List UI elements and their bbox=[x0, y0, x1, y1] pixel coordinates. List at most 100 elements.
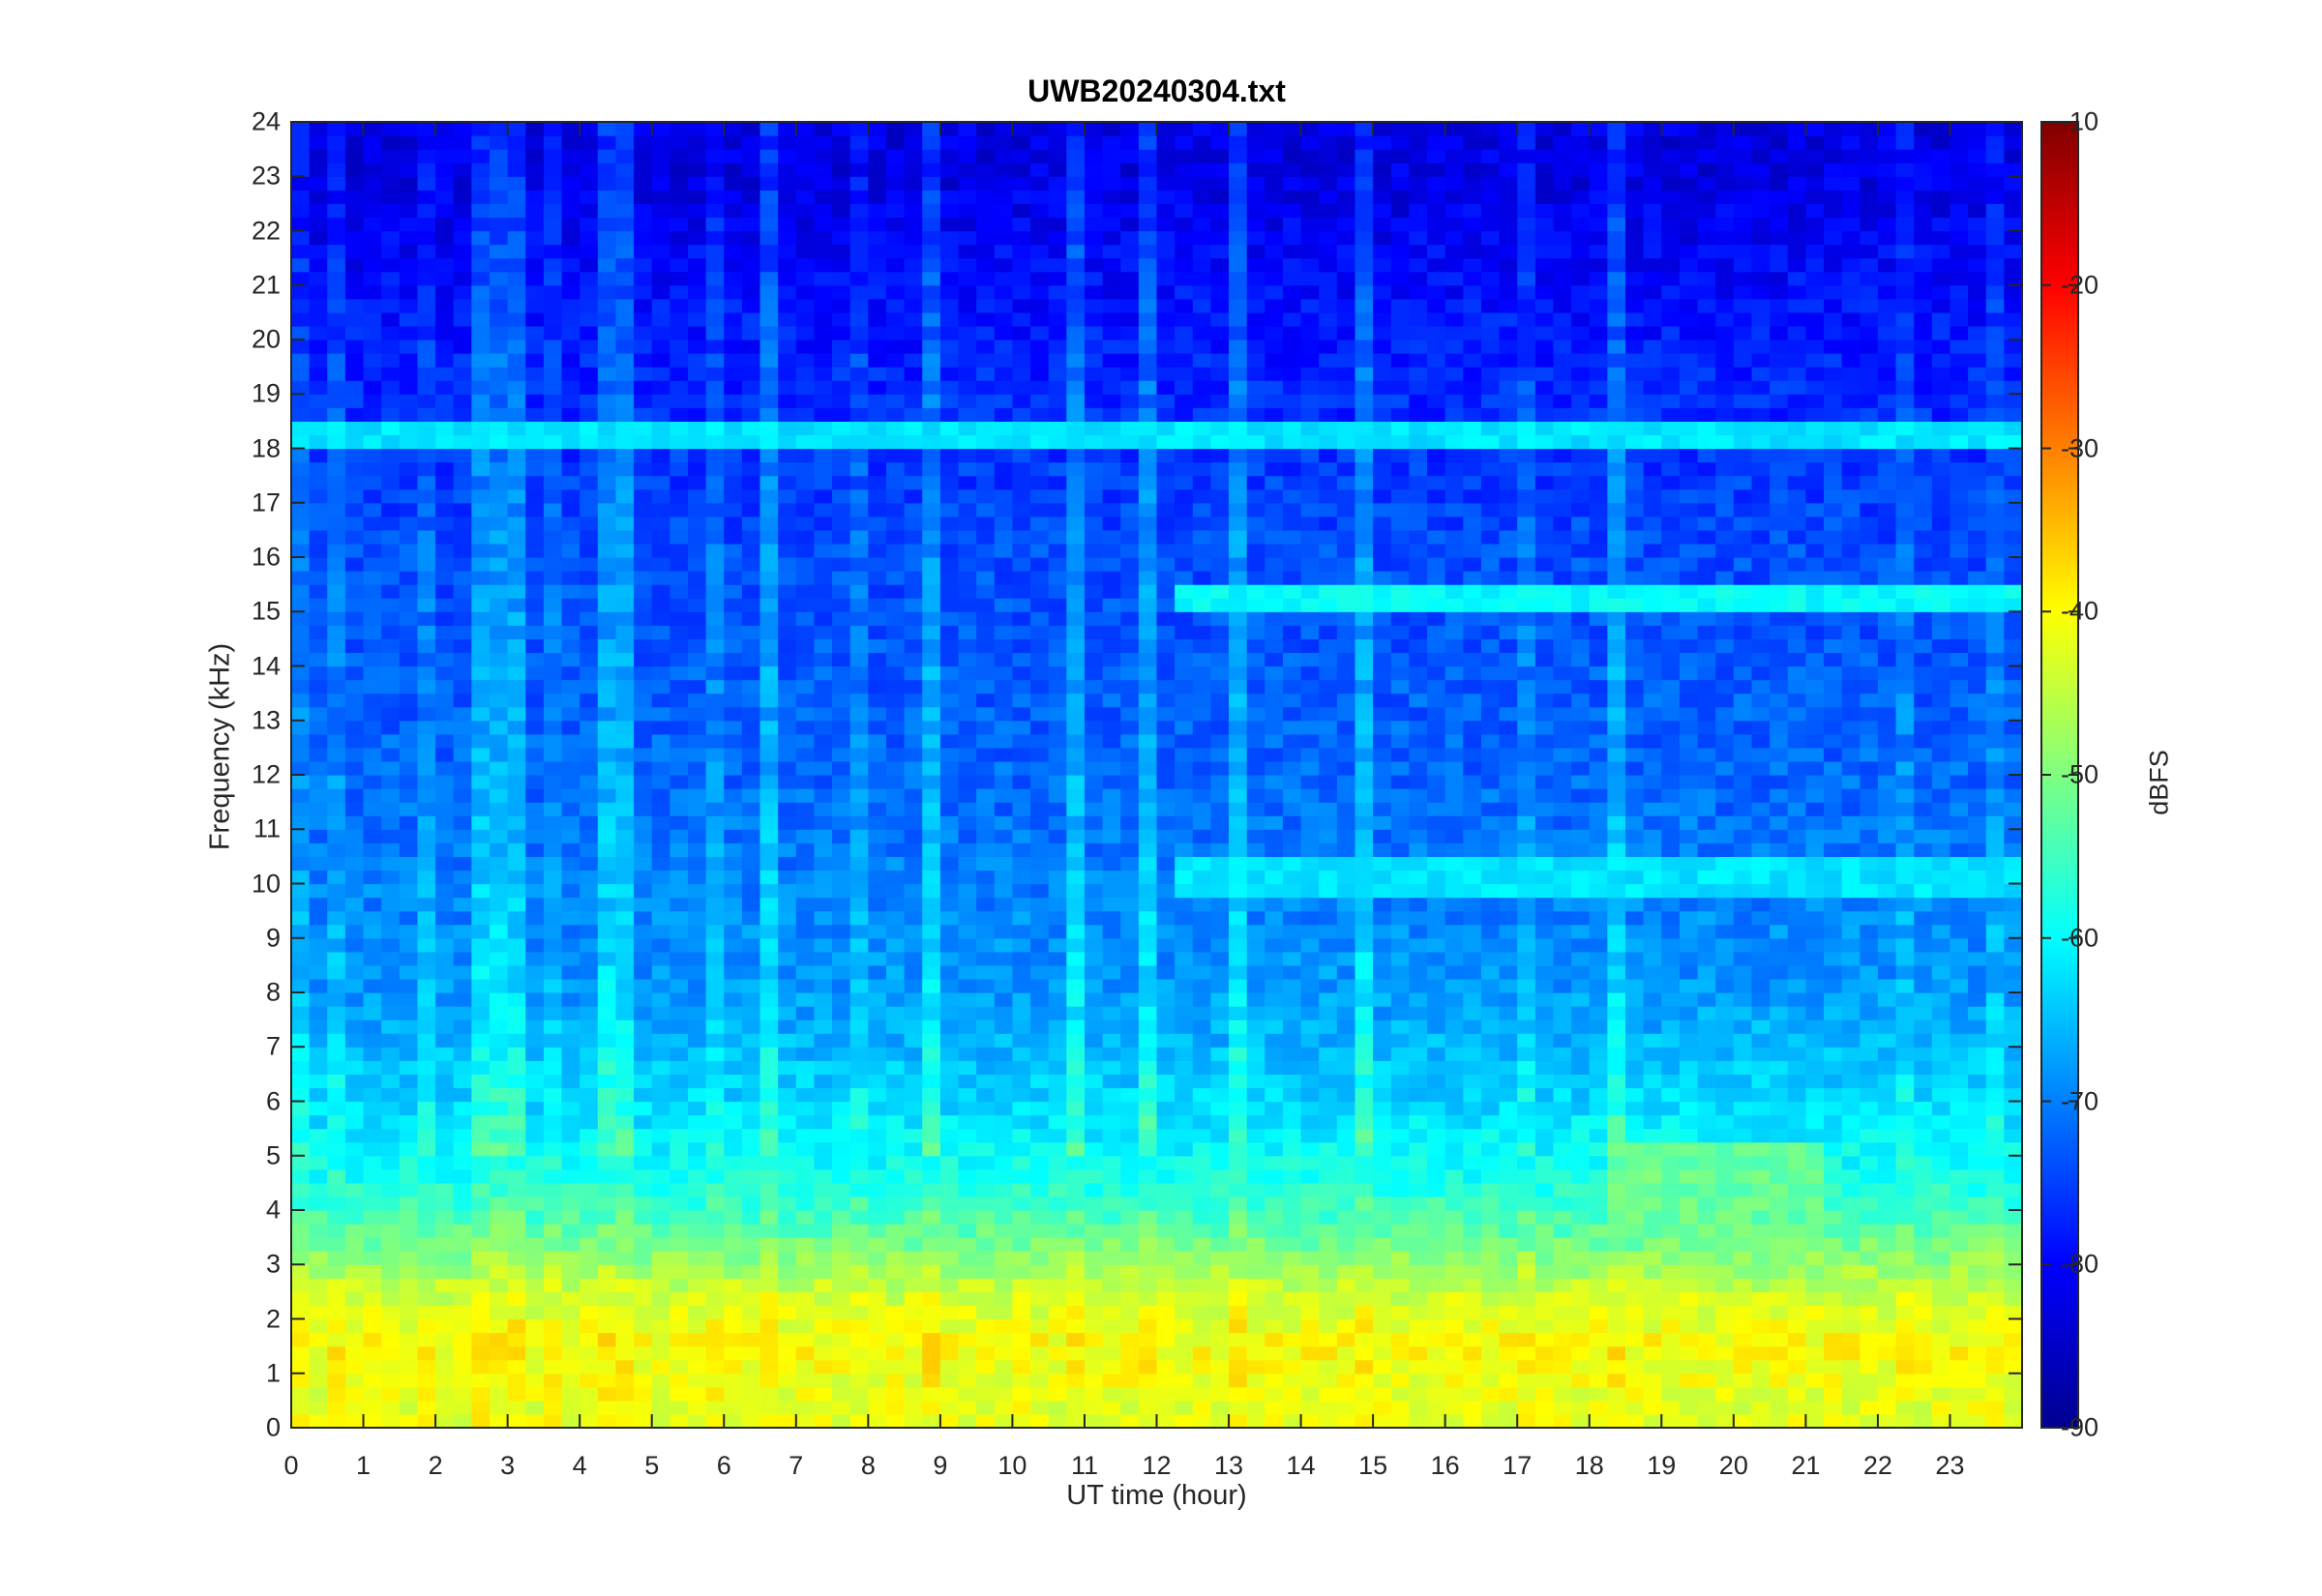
heatmap-cell bbox=[651, 1332, 670, 1347]
heatmap-cell bbox=[885, 475, 906, 490]
heatmap-cell bbox=[363, 1141, 382, 1157]
heatmap-cell bbox=[327, 271, 346, 286]
heatmap-cell bbox=[1048, 257, 1067, 273]
heatmap-cell bbox=[1210, 1033, 1230, 1048]
heatmap-cell bbox=[543, 571, 563, 585]
heatmap-cell bbox=[471, 856, 491, 872]
heatmap-cell bbox=[1192, 1251, 1212, 1265]
heatmap-cell bbox=[309, 230, 328, 246]
heatmap-cell bbox=[1048, 1251, 1067, 1265]
heatmap-cell bbox=[868, 1060, 887, 1075]
heatmap-cell bbox=[1156, 367, 1176, 381]
heatmap-cell bbox=[759, 448, 779, 463]
heatmap-cell bbox=[615, 883, 635, 899]
heatmap-cell bbox=[363, 1182, 382, 1197]
heatmap-cell bbox=[561, 733, 580, 749]
heatmap-cell bbox=[1175, 1224, 1194, 1238]
heatmap-cell bbox=[1030, 122, 1050, 136]
heatmap-cell bbox=[327, 340, 346, 354]
heatmap-cell bbox=[1138, 842, 1158, 857]
heatmap-cell bbox=[1192, 1168, 1212, 1184]
heatmap-cell bbox=[1210, 257, 1230, 273]
heatmap-cell bbox=[1084, 1182, 1104, 1197]
heatmap-cell bbox=[1138, 910, 1158, 926]
heatmap-cell bbox=[1138, 760, 1158, 776]
heatmap-cell bbox=[922, 842, 941, 857]
heatmap-cell bbox=[868, 529, 887, 545]
heatmap-cell bbox=[1120, 325, 1140, 340]
heatmap-cell bbox=[489, 1237, 509, 1252]
heatmap-cell bbox=[778, 1168, 797, 1184]
heatmap-cell bbox=[976, 802, 996, 816]
heatmap-cell bbox=[597, 448, 617, 463]
heatmap-cell bbox=[291, 679, 311, 695]
heatmap-cell bbox=[1030, 951, 1050, 966]
heatmap-cell bbox=[344, 190, 365, 204]
heatmap-cell bbox=[724, 693, 743, 708]
heatmap-cell bbox=[1102, 1413, 1121, 1429]
heatmap-cell bbox=[778, 475, 797, 490]
heatmap-cell bbox=[922, 557, 941, 572]
heatmap-cell bbox=[489, 1332, 509, 1347]
heatmap-cell bbox=[363, 311, 382, 327]
heatmap-cell bbox=[1030, 625, 1050, 639]
heatmap-cell bbox=[724, 1237, 743, 1252]
heatmap-cell bbox=[435, 571, 455, 585]
heatmap-cell bbox=[525, 1168, 545, 1184]
heatmap-cell bbox=[1175, 421, 1194, 436]
heatmap-cell bbox=[615, 1060, 635, 1075]
heatmap-cell bbox=[597, 1074, 617, 1089]
heatmap-cell bbox=[976, 380, 996, 395]
heatmap-cell bbox=[885, 271, 906, 286]
heatmap-cell bbox=[778, 1264, 797, 1279]
heatmap-cell bbox=[670, 1168, 689, 1184]
heatmap-cell bbox=[1120, 244, 1140, 259]
heatmap-cell bbox=[958, 1087, 977, 1103]
heatmap-cell bbox=[1120, 1033, 1140, 1048]
heatmap-cell bbox=[471, 733, 491, 749]
heatmap-cell bbox=[1192, 856, 1212, 872]
heatmap-cell bbox=[958, 652, 977, 667]
heatmap-cell bbox=[291, 760, 311, 776]
heatmap-cell bbox=[399, 1101, 419, 1116]
heatmap-cell bbox=[1102, 760, 1121, 776]
heatmap-cell bbox=[1156, 380, 1176, 395]
heatmap-cell bbox=[471, 802, 491, 816]
heatmap-cell bbox=[1030, 910, 1050, 926]
heatmap-cell bbox=[435, 1141, 455, 1157]
heatmap-cell bbox=[1030, 706, 1050, 722]
heatmap-cell bbox=[651, 298, 670, 313]
heatmap-cell bbox=[1156, 815, 1176, 830]
heatmap-cell bbox=[399, 543, 419, 558]
heatmap-cell bbox=[994, 964, 1014, 980]
heatmap-cell bbox=[471, 693, 491, 708]
heatmap-cell bbox=[381, 1128, 401, 1143]
heatmap-cell bbox=[958, 897, 977, 912]
heatmap-cell bbox=[381, 1006, 401, 1020]
heatmap-cell bbox=[561, 298, 580, 313]
heatmap-cell bbox=[381, 679, 401, 695]
heatmap-cell bbox=[670, 775, 689, 789]
heatmap-cell bbox=[849, 652, 869, 667]
heatmap-cell bbox=[759, 897, 779, 912]
heatmap-cell bbox=[922, 502, 941, 517]
heatmap-cell bbox=[1156, 176, 1176, 191]
heatmap-cell bbox=[580, 788, 599, 803]
heatmap-cell bbox=[435, 394, 455, 408]
heatmap-cell bbox=[471, 394, 491, 408]
heatmap-cell bbox=[795, 720, 816, 735]
heatmap-cell bbox=[1120, 557, 1140, 572]
heatmap-cell bbox=[670, 1074, 689, 1089]
heatmap-cell bbox=[634, 257, 653, 273]
heatmap-cell bbox=[1229, 1373, 1248, 1388]
heatmap-cell bbox=[1175, 1047, 1194, 1061]
heatmap-cell bbox=[363, 992, 382, 1007]
heatmap-cell bbox=[507, 1155, 526, 1170]
heatmap-cell bbox=[399, 163, 419, 177]
heatmap-cell bbox=[1012, 257, 1031, 273]
heatmap-cell bbox=[525, 1237, 545, 1252]
heatmap-cell bbox=[1030, 652, 1050, 667]
heatmap-cell bbox=[1048, 937, 1067, 953]
heatmap-cell bbox=[580, 421, 599, 436]
heatmap-cell bbox=[687, 992, 707, 1007]
